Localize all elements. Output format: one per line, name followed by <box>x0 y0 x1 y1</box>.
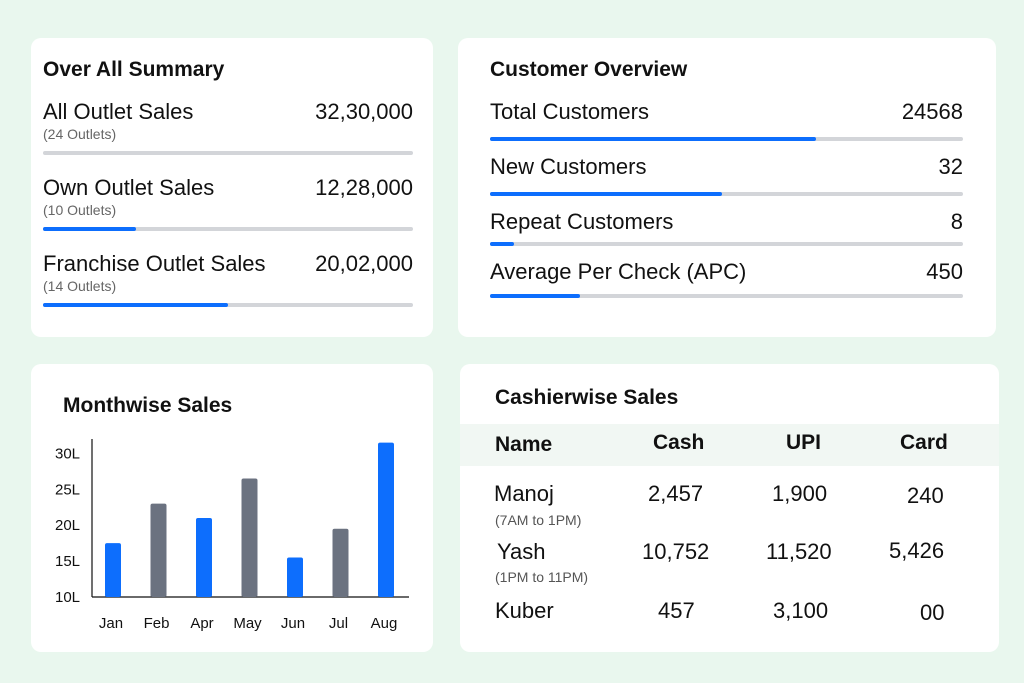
customer-row-label: Average Per Check (APC) <box>490 259 747 284</box>
cashier-upi: 3,100 <box>773 598 829 623</box>
cashier-name: Manoj <box>494 481 554 506</box>
summary-row-value: 12,28,000 <box>315 175 413 200</box>
bar-may <box>241 478 258 597</box>
cashier-cash: 457 <box>658 598 695 623</box>
customer-row-repeat: Repeat Customers 8 <box>490 209 963 253</box>
monthwise-title: Monthwise Sales <box>63 394 233 417</box>
y-tick-label: 10L <box>55 589 80 606</box>
cashier-title: Cashierwise Sales <box>495 386 679 409</box>
x-tick-label: Feb <box>144 615 170 632</box>
x-tick-label: May <box>233 615 262 632</box>
summary-row-all-outlets: All Outlet Sales 32,30,000 (24 Outlets) <box>43 99 413 159</box>
bar-jan <box>105 543 121 597</box>
progress-fill <box>43 227 136 231</box>
customer-row-apc: Average Per Check (APC) 450 <box>490 259 963 303</box>
cashier-upi: 1,900 <box>772 481 828 506</box>
y-tick-label: 20L <box>55 517 80 534</box>
customer-row-value: 32 <box>938 154 963 179</box>
bar-feb <box>150 503 167 597</box>
progress-track <box>490 137 963 141</box>
y-tick-label: 30L <box>55 445 80 462</box>
progress-fill <box>490 294 580 298</box>
customer-overview-card: Customer Overview Total Customers 24568 … <box>458 38 996 337</box>
summary-row-subtext: (24 Outlets) <box>43 126 117 142</box>
customer-row-label: New Customers <box>490 154 647 179</box>
overall-summary-card: Over All Summary All Outlet Sales 32,30,… <box>31 38 433 337</box>
progress-fill <box>490 137 817 141</box>
customer-row-label: Total Customers <box>490 99 649 124</box>
progress-fill <box>490 192 722 196</box>
y-tick-label: 25L <box>55 481 80 498</box>
progress-track <box>43 151 413 155</box>
cashier-cash: 2,457 <box>648 481 704 506</box>
progress-track <box>490 192 963 196</box>
summary-row-label: Own Outlet Sales <box>43 175 215 200</box>
summary-row-label: Franchise Outlet Sales <box>43 251 266 276</box>
customer-row-new: New Customers 32 <box>490 154 963 198</box>
x-tick-label: Jul <box>329 615 348 632</box>
cashier-card: 00 <box>920 600 945 625</box>
x-tick-label: Aug <box>371 615 398 632</box>
bar-apr <box>196 518 212 597</box>
x-tick-label: Jan <box>99 615 123 632</box>
cashier-card: 240 <box>907 483 944 508</box>
monthwise-sales-chart: 10L 15L 20L 25L 30L Jan Feb Apr May Jun Jul Aug <box>55 439 409 632</box>
column-header-name: Name <box>495 433 553 456</box>
customer-row-label: Repeat Customers <box>490 209 674 234</box>
summary-row-subtext: (10 Outlets) <box>43 202 117 218</box>
cashier-name: Kuber <box>495 598 554 623</box>
x-tick-label: Jun <box>281 615 305 632</box>
cashier-shift: (1PM to 11PM) <box>495 569 589 585</box>
summary-title: Over All Summary <box>43 58 225 81</box>
progress-track <box>43 227 413 231</box>
cashier-upi: 11,520 <box>766 539 832 564</box>
customer-row-value: 24568 <box>901 99 963 124</box>
cashier-shift: (7AM to 1PM) <box>495 512 582 528</box>
progress-track <box>490 294 963 298</box>
cashier-card: 5,426 <box>889 538 945 563</box>
summary-row-label: All Outlet Sales <box>43 99 194 124</box>
progress-fill <box>43 303 228 307</box>
progress-fill <box>490 242 514 246</box>
summary-row-value: 20,02,000 <box>315 251 413 276</box>
progress-track <box>490 242 963 246</box>
bar-aug <box>378 442 394 597</box>
table-header <box>460 424 999 466</box>
customer-row-value: 450 <box>926 259 963 284</box>
progress-track <box>43 303 413 307</box>
monthwise-sales-card: Monthwise Sales 10L 15L 20L 25L 30L Jan Feb Apr… <box>31 364 433 652</box>
cashier-cash: 10,752 <box>642 539 710 564</box>
y-tick-label: 15L <box>55 553 80 570</box>
summary-row-subtext: (14 Outlets) <box>43 278 117 294</box>
bar-jun <box>287 557 303 597</box>
bar-jul <box>332 528 349 597</box>
customer-row-total: Total Customers 24568 <box>490 99 963 143</box>
customers-title: Customer Overview <box>490 58 688 81</box>
summary-row-own-outlets: Own Outlet Sales 12,28,000 (10 Outlets) <box>43 175 413 235</box>
x-tick-label: Apr <box>190 615 213 632</box>
cashier-name: Yash <box>497 539 546 564</box>
summary-row-value: 32,30,000 <box>315 99 413 124</box>
column-header-upi: UPI <box>786 431 822 454</box>
column-header-cash: Cash <box>653 431 705 454</box>
column-header-card: Card <box>900 431 948 454</box>
customer-row-value: 8 <box>950 209 963 234</box>
summary-row-franchise-outlets: Franchise Outlet Sales 20,02,000 (14 Out… <box>43 251 413 311</box>
cashierwise-sales-card: Cashierwise Sales Name Cash UPI Card Man… <box>460 364 999 652</box>
